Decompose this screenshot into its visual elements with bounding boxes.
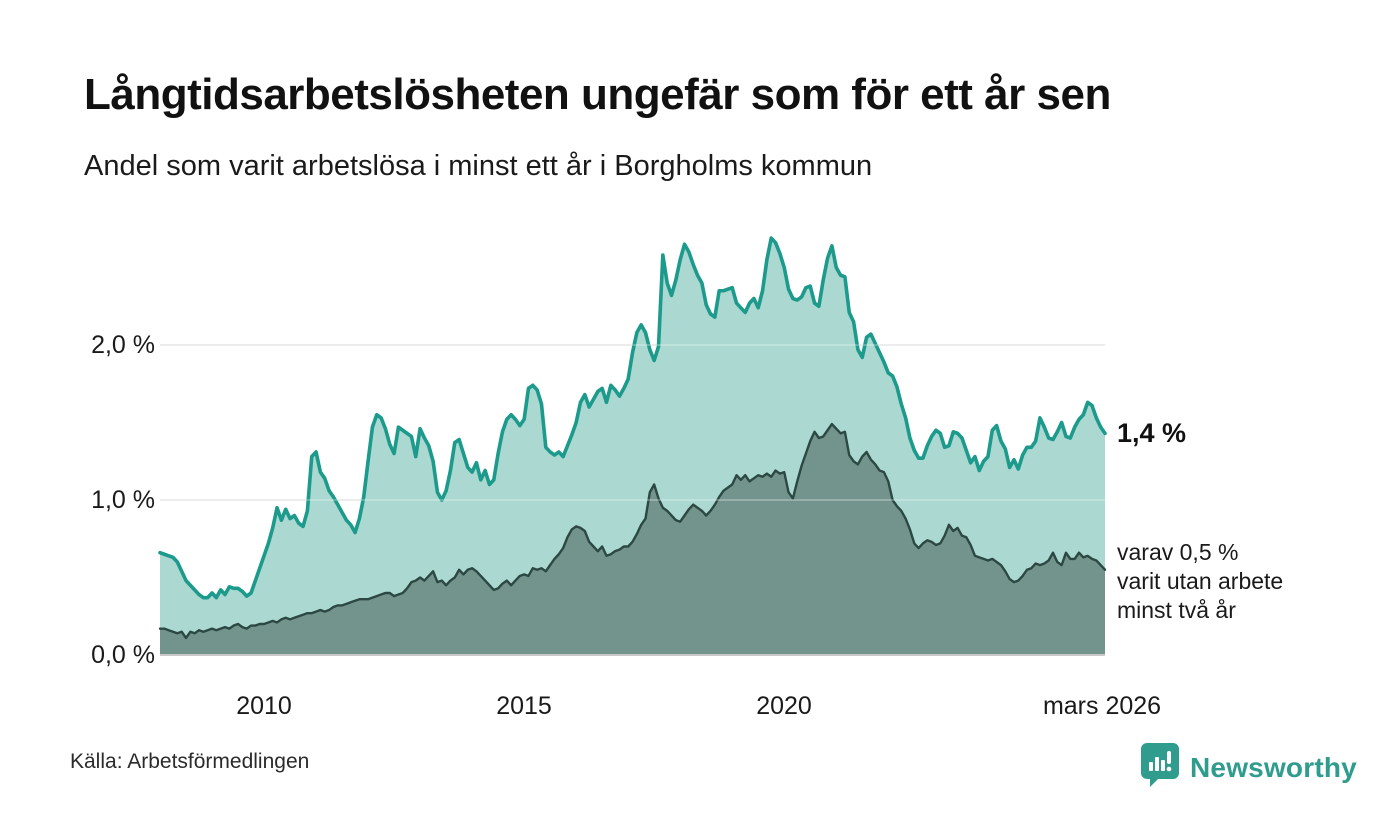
series-1-line [158,236,1107,600]
secondary-annotation-line1: varav 0,5 % [1117,539,1239,565]
secondary-annotation-line3: minst två år [1117,597,1236,623]
x-axis-tick-2010: 2010 [236,692,292,720]
source-attribution: Källa: Arbetsförmedlingen [70,750,310,773]
x-axis-tick-2020: 2020 [756,692,812,720]
area-chart-svg [158,236,1107,656]
newsworthy-wordmark: Newsworthy [1190,751,1357,783]
page-title: Långtidsarbetslösheten ungefär som för e… [84,70,1111,119]
latest-value-annotation: 1,4 % [1117,418,1187,448]
secondary-series-annotation: varav 0,5 % varit utan arbete minst två … [1117,538,1283,625]
x-axis-tick-2015: 2015 [496,692,552,720]
y-axis-tick-0: 0,0 % [91,641,155,669]
y-axis-tick-2: 2,0 % [91,331,155,359]
page-subtitle: Andel som varit arbetslösa i minst ett å… [84,150,873,182]
series-2-area [160,424,1105,655]
series-2-line [158,422,1107,640]
newsworthy-chart-bubble-icon [1140,742,1180,793]
newsworthy-logo: Newsworthy [1140,742,1357,793]
unemployment-area-chart [158,230,1107,656]
secondary-annotation-line2: varit utan arbete [1117,568,1284,594]
y-axis-tick-1: 1,0 % [91,486,155,514]
x-axis-tick-mars-2026: mars 2026 [1042,692,1162,720]
